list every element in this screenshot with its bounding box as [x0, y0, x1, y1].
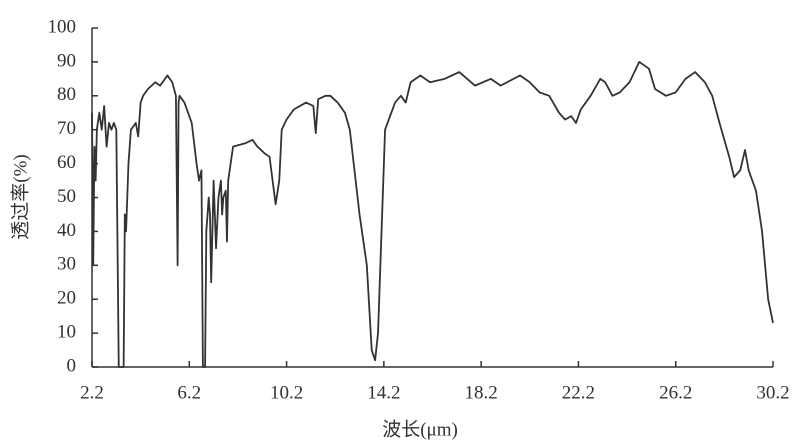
y-tick-label: 40 [57, 220, 76, 241]
x-tick-label: 10.2 [270, 382, 303, 403]
y-tick-label: 70 [57, 118, 76, 139]
y-tick-label: 60 [57, 152, 76, 173]
spectrum-line [91, 61, 774, 368]
x-tick-label: 18.2 [465, 382, 498, 403]
x-tick-label: 26.2 [659, 382, 692, 403]
x-tick-label: 14.2 [367, 382, 400, 403]
x-tick-label: 2.2 [80, 382, 104, 403]
y-tick-label: 10 [57, 321, 76, 342]
x-tick-label: 6.2 [177, 382, 201, 403]
x-tick-label: 30.2 [756, 382, 789, 403]
y-tick-label: 20 [57, 288, 76, 309]
y-tick-label: 80 [57, 84, 76, 105]
y-tick-label: 90 [57, 50, 76, 71]
x-axis-title: 波长(μm) [382, 418, 458, 440]
y-tick-label: 50 [57, 186, 76, 207]
y-tick-label: 0 [67, 355, 77, 376]
y-axis-title: 透过率(%) [9, 154, 31, 239]
y-tick-label: 100 [48, 16, 77, 37]
y-tick-label: 30 [57, 254, 76, 275]
x-tick-label: 22.2 [562, 382, 595, 403]
